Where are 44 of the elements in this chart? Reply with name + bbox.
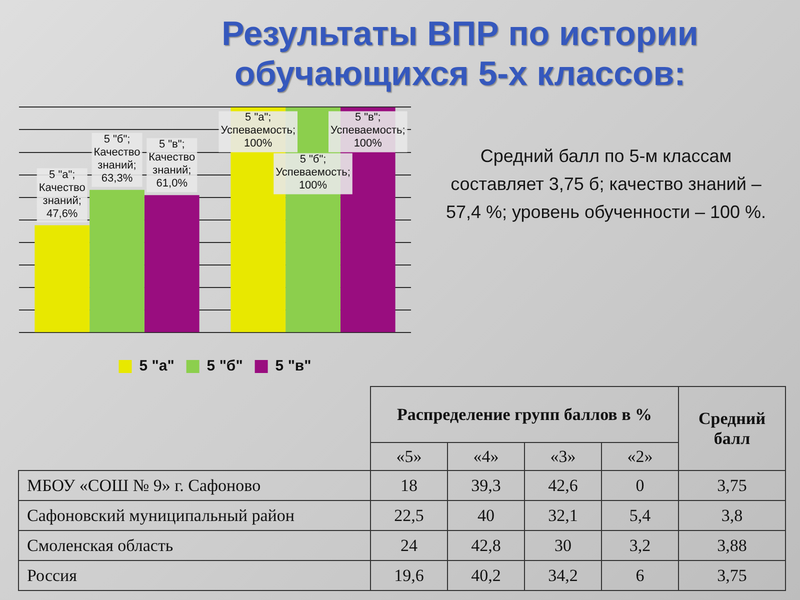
data-label: 5 "а"; Качество знаний; 47,6% — [38, 168, 86, 220]
data-label: 39,3 — [448, 470, 524, 500]
y-tick-label: Россия — [18, 560, 370, 590]
y2-tick-label: 3,75 — [678, 560, 786, 590]
data-label: 5 "б"; Качество знаний; 63,3% — [94, 133, 140, 184]
data-label: 3,2 — [602, 530, 679, 560]
text: Средний балл по 5-м классам составляет 3,75 б; качество знаний – 57,4 %; уровень обученности – 100 %. — [444, 145, 768, 224]
data-label: 42,8 — [448, 530, 524, 560]
bar — [34, 225, 90, 332]
y2-tick-label: 3,88 — [678, 530, 786, 560]
data-label: 42,6 — [524, 470, 602, 500]
data-label: 22,5 — [370, 500, 448, 530]
data-label: 5 "в"; Качество знаний; 61,0% — [148, 138, 196, 190]
data-label: 5 "а"; Успеваемость; 100% — [220, 112, 296, 150]
bar — [144, 195, 200, 332]
data-label: 24 — [370, 530, 448, 560]
data-label: 5,4 — [602, 500, 679, 530]
data-label: 32,1 — [524, 500, 602, 530]
legend-label: 5 "в" — [275, 358, 312, 375]
data-label: 40 — [448, 500, 524, 530]
data-label: 5 "в"; Успеваемость; 100% — [330, 112, 406, 150]
x-tick-label: «5» — [370, 442, 448, 470]
data-label: 30 — [524, 530, 602, 560]
y-tick-label: Сафоновский муниципальный район — [18, 500, 370, 530]
legend-label: 5 "б" — [206, 358, 243, 375]
x-tick-label: «3» — [524, 442, 602, 470]
y2-tick-label: 3,75 — [678, 470, 786, 500]
chart-title: Результаты ВПР по истории обучающихся 5-х классов: — [220, 14, 700, 94]
legend-label: 5 "а" — [139, 358, 174, 375]
x-axis-title: Распределение групп баллов в % — [370, 386, 679, 442]
data-label: 19,6 — [370, 560, 448, 590]
y-tick-label: Смоленская область — [18, 530, 370, 560]
data-label: 5 "б"; Успеваемость; 100% — [276, 154, 350, 192]
y2-tick-label: 3,8 — [678, 500, 786, 530]
y-tick-label: МБОУ «СОШ № 9» г. Сафоново — [18, 470, 370, 500]
data-label: 34,2 — [524, 560, 602, 590]
data-label: 0 — [602, 470, 679, 500]
bar — [90, 190, 144, 332]
data-label: 6 — [602, 560, 679, 590]
data-label: 18 — [370, 470, 448, 500]
x-tick-label: «2» — [602, 442, 679, 470]
data-label: 40,2 — [448, 560, 524, 590]
x-tick-label: «4» — [448, 442, 524, 470]
y2-axis-title: Средний балл — [678, 386, 786, 470]
